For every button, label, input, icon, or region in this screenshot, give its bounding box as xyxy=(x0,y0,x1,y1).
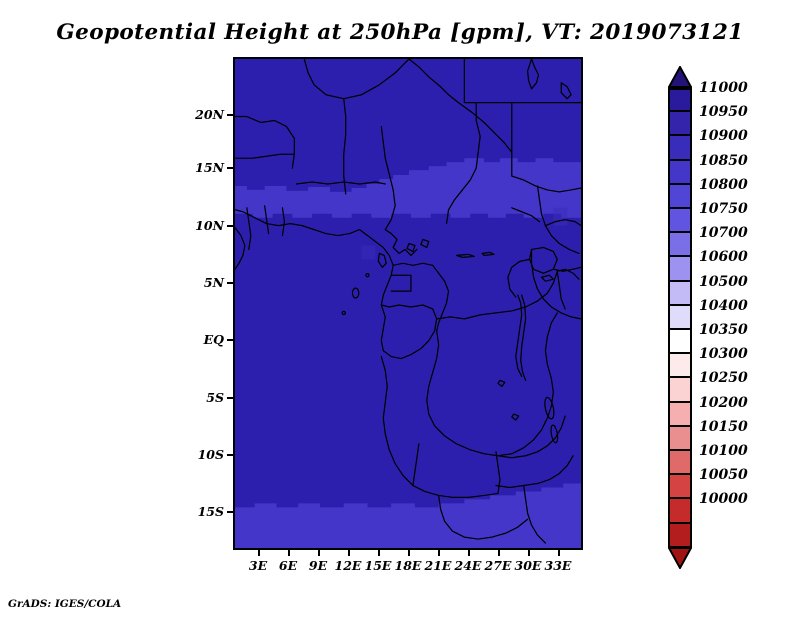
x-tick-label-6E: 6E xyxy=(278,558,298,573)
colorbar-under-arrow-icon xyxy=(668,546,692,569)
colorbar-band xyxy=(668,378,692,403)
map-canvas xyxy=(235,59,581,548)
colorbar-tick-label: 10800 xyxy=(699,176,748,193)
y-tick-label-10N: 10N xyxy=(195,218,224,233)
x-tick-mark xyxy=(438,550,440,556)
colorbar-band xyxy=(668,305,692,330)
y-tick-mark xyxy=(227,511,233,513)
colorbar-band xyxy=(668,88,692,113)
x-tick-label-18E: 18E xyxy=(394,558,422,573)
y-tick-mark xyxy=(227,339,233,341)
colorbar-band xyxy=(668,426,692,451)
y-tick-label-10S: 10S xyxy=(197,447,224,462)
colorbar-tick-label: 10250 xyxy=(699,370,748,387)
colorbar-tick-label: 10500 xyxy=(699,273,748,290)
x-tick-mark xyxy=(348,550,350,556)
colorbar-tick-label: 10150 xyxy=(699,418,748,435)
colorbar-band xyxy=(668,281,692,306)
map-plot-area[interactable] xyxy=(233,57,583,550)
colorbar-tick-label: 10950 xyxy=(699,104,748,121)
y-tick-mark xyxy=(227,167,233,169)
colorbar-band xyxy=(668,451,692,476)
colorbar-tick-label: 10200 xyxy=(699,394,748,411)
colorbar-band xyxy=(668,523,692,548)
colorbar-tick-label: 10700 xyxy=(699,225,748,242)
colorbar-band xyxy=(668,160,692,185)
x-tick-label-9E: 9E xyxy=(308,558,328,573)
contour-patch-a xyxy=(553,207,568,226)
colorbar-tick-label: 10100 xyxy=(699,443,748,459)
colorbar-band xyxy=(668,233,692,258)
x-tick-label-12E: 12E xyxy=(334,558,362,573)
y-tick-label-5S: 5S xyxy=(206,390,224,405)
colorbar-band xyxy=(668,209,692,234)
contour-patch-b xyxy=(361,245,376,260)
colorbar-tick-label: 10850 xyxy=(699,152,748,169)
y-tick-mark xyxy=(227,282,233,284)
colorbar-band xyxy=(668,354,692,379)
colorbar-tick-label: 10350 xyxy=(699,322,748,338)
colorbar-tick-label: 10900 xyxy=(699,128,748,145)
colorbar-band xyxy=(668,257,692,282)
y-tick-label-EQ: EQ xyxy=(203,332,224,347)
colorbar-over-arrow-icon xyxy=(668,66,692,88)
x-tick-label-15E: 15E xyxy=(364,558,392,573)
x-tick-label-24E: 24E xyxy=(454,558,482,573)
x-tick-label-27E: 27E xyxy=(484,558,512,573)
y-tick-label-15S: 15S xyxy=(197,504,224,519)
colorbar-tick-label: 10400 xyxy=(699,297,748,314)
colorbar-band xyxy=(668,402,692,427)
x-tick-label-33E: 33E xyxy=(544,558,572,573)
y-tick-mark xyxy=(227,114,233,116)
colorbar-band xyxy=(668,184,692,209)
y-tick-mark xyxy=(227,225,233,227)
map-borders-layer xyxy=(235,59,581,544)
y-tick-label-20N: 20N xyxy=(195,107,224,122)
y-tick-mark xyxy=(227,454,233,456)
x-tick-mark xyxy=(408,550,410,556)
colorbar-band xyxy=(668,330,692,355)
x-tick-label-21E: 21E xyxy=(424,558,452,573)
colorbar-tick-label: 10600 xyxy=(699,249,748,266)
colorbar-tick-label: 10750 xyxy=(699,201,748,217)
x-tick-mark xyxy=(468,550,470,556)
x-tick-mark xyxy=(498,550,500,556)
x-tick-label-30E: 30E xyxy=(514,558,542,573)
contour-fill-above-11000 xyxy=(235,59,581,548)
x-tick-mark xyxy=(288,550,290,556)
colorbar-tick-label: 10050 xyxy=(699,467,748,484)
colorbar-band xyxy=(668,136,692,161)
colorbar[interactable]: 11000 10950 10900 10850 10800 10750 10700 10600… xyxy=(665,60,795,569)
x-tick-label-3E: 3E xyxy=(248,558,268,573)
page-title: Geopotential Height at 250hPa [gpm], VT:… xyxy=(56,20,744,45)
colorbar-band xyxy=(668,499,692,524)
colorbar-tick-label: 11000 xyxy=(699,80,748,96)
grads-credit: GrADS: IGES/COLA xyxy=(8,598,122,610)
colorbar-tick-label: 10000 xyxy=(699,491,748,508)
contour-fill-10950-south xyxy=(235,483,581,548)
x-tick-mark xyxy=(378,550,380,556)
colorbar-band xyxy=(668,475,692,500)
contour-fill-10950-sahel xyxy=(235,158,581,218)
x-tick-mark xyxy=(258,550,260,556)
y-tick-mark xyxy=(227,397,233,399)
colorbar-band xyxy=(668,112,692,137)
y-tick-label-5N: 5N xyxy=(203,275,224,290)
x-tick-mark xyxy=(318,550,320,556)
colorbar-tick-label: 10300 xyxy=(699,346,748,363)
x-tick-mark xyxy=(558,550,560,556)
y-tick-label-15N: 15N xyxy=(195,160,224,175)
x-tick-mark xyxy=(528,550,530,556)
